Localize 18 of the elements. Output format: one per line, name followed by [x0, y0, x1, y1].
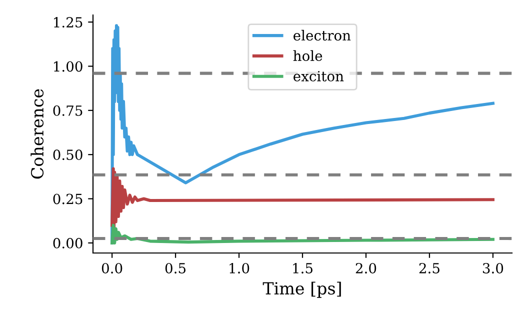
- legend-label: electron: [294, 30, 351, 41]
- y-tick-label: 1.00: [54, 61, 82, 72]
- y-tick-label: 0.75: [53, 105, 82, 116]
- legend-label: exciton: [294, 70, 344, 82]
- x-tick-label: 3.0: [482, 262, 504, 274]
- y-tick-label: 0.00: [53, 238, 82, 248]
- legend-label: hole: [293, 50, 322, 62]
- x-tick-label: 2.5: [419, 262, 440, 274]
- y-tick-label: 0.25: [53, 194, 82, 204]
- x-tick-label: 0.5: [165, 262, 186, 274]
- x-tick-label: 1.5: [293, 262, 312, 274]
- x-axis-title: Time [ps]: [262, 282, 341, 298]
- x-tick-label: 0.0: [102, 262, 122, 274]
- y-tick-label: 1.25: [54, 17, 82, 28]
- x-tick-label: 1.0: [230, 262, 250, 274]
- y-axis-title: Coherence: [30, 89, 44, 179]
- x-tick-label: 2.0: [356, 262, 376, 274]
- y-tick-label: 0.50: [53, 150, 82, 160]
